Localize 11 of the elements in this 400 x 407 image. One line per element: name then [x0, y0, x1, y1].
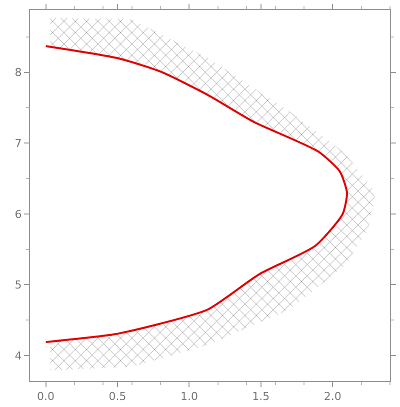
y-tick-label: 7: [14, 136, 22, 150]
x-tick-label: 0.0: [37, 390, 55, 404]
line-series: [44, 45, 348, 344]
x-tick-label: 0.5: [108, 390, 126, 404]
y-tick-label: 6: [14, 208, 22, 221]
y-tick-label: 5: [14, 278, 22, 292]
x-tick-label: 1.5: [252, 390, 270, 404]
x-tick-label: 1.0: [180, 390, 198, 404]
y-tick-label: 4: [14, 349, 22, 362]
y-tick-label: 8: [14, 66, 22, 80]
x-tick-label: 2.0: [324, 390, 342, 404]
